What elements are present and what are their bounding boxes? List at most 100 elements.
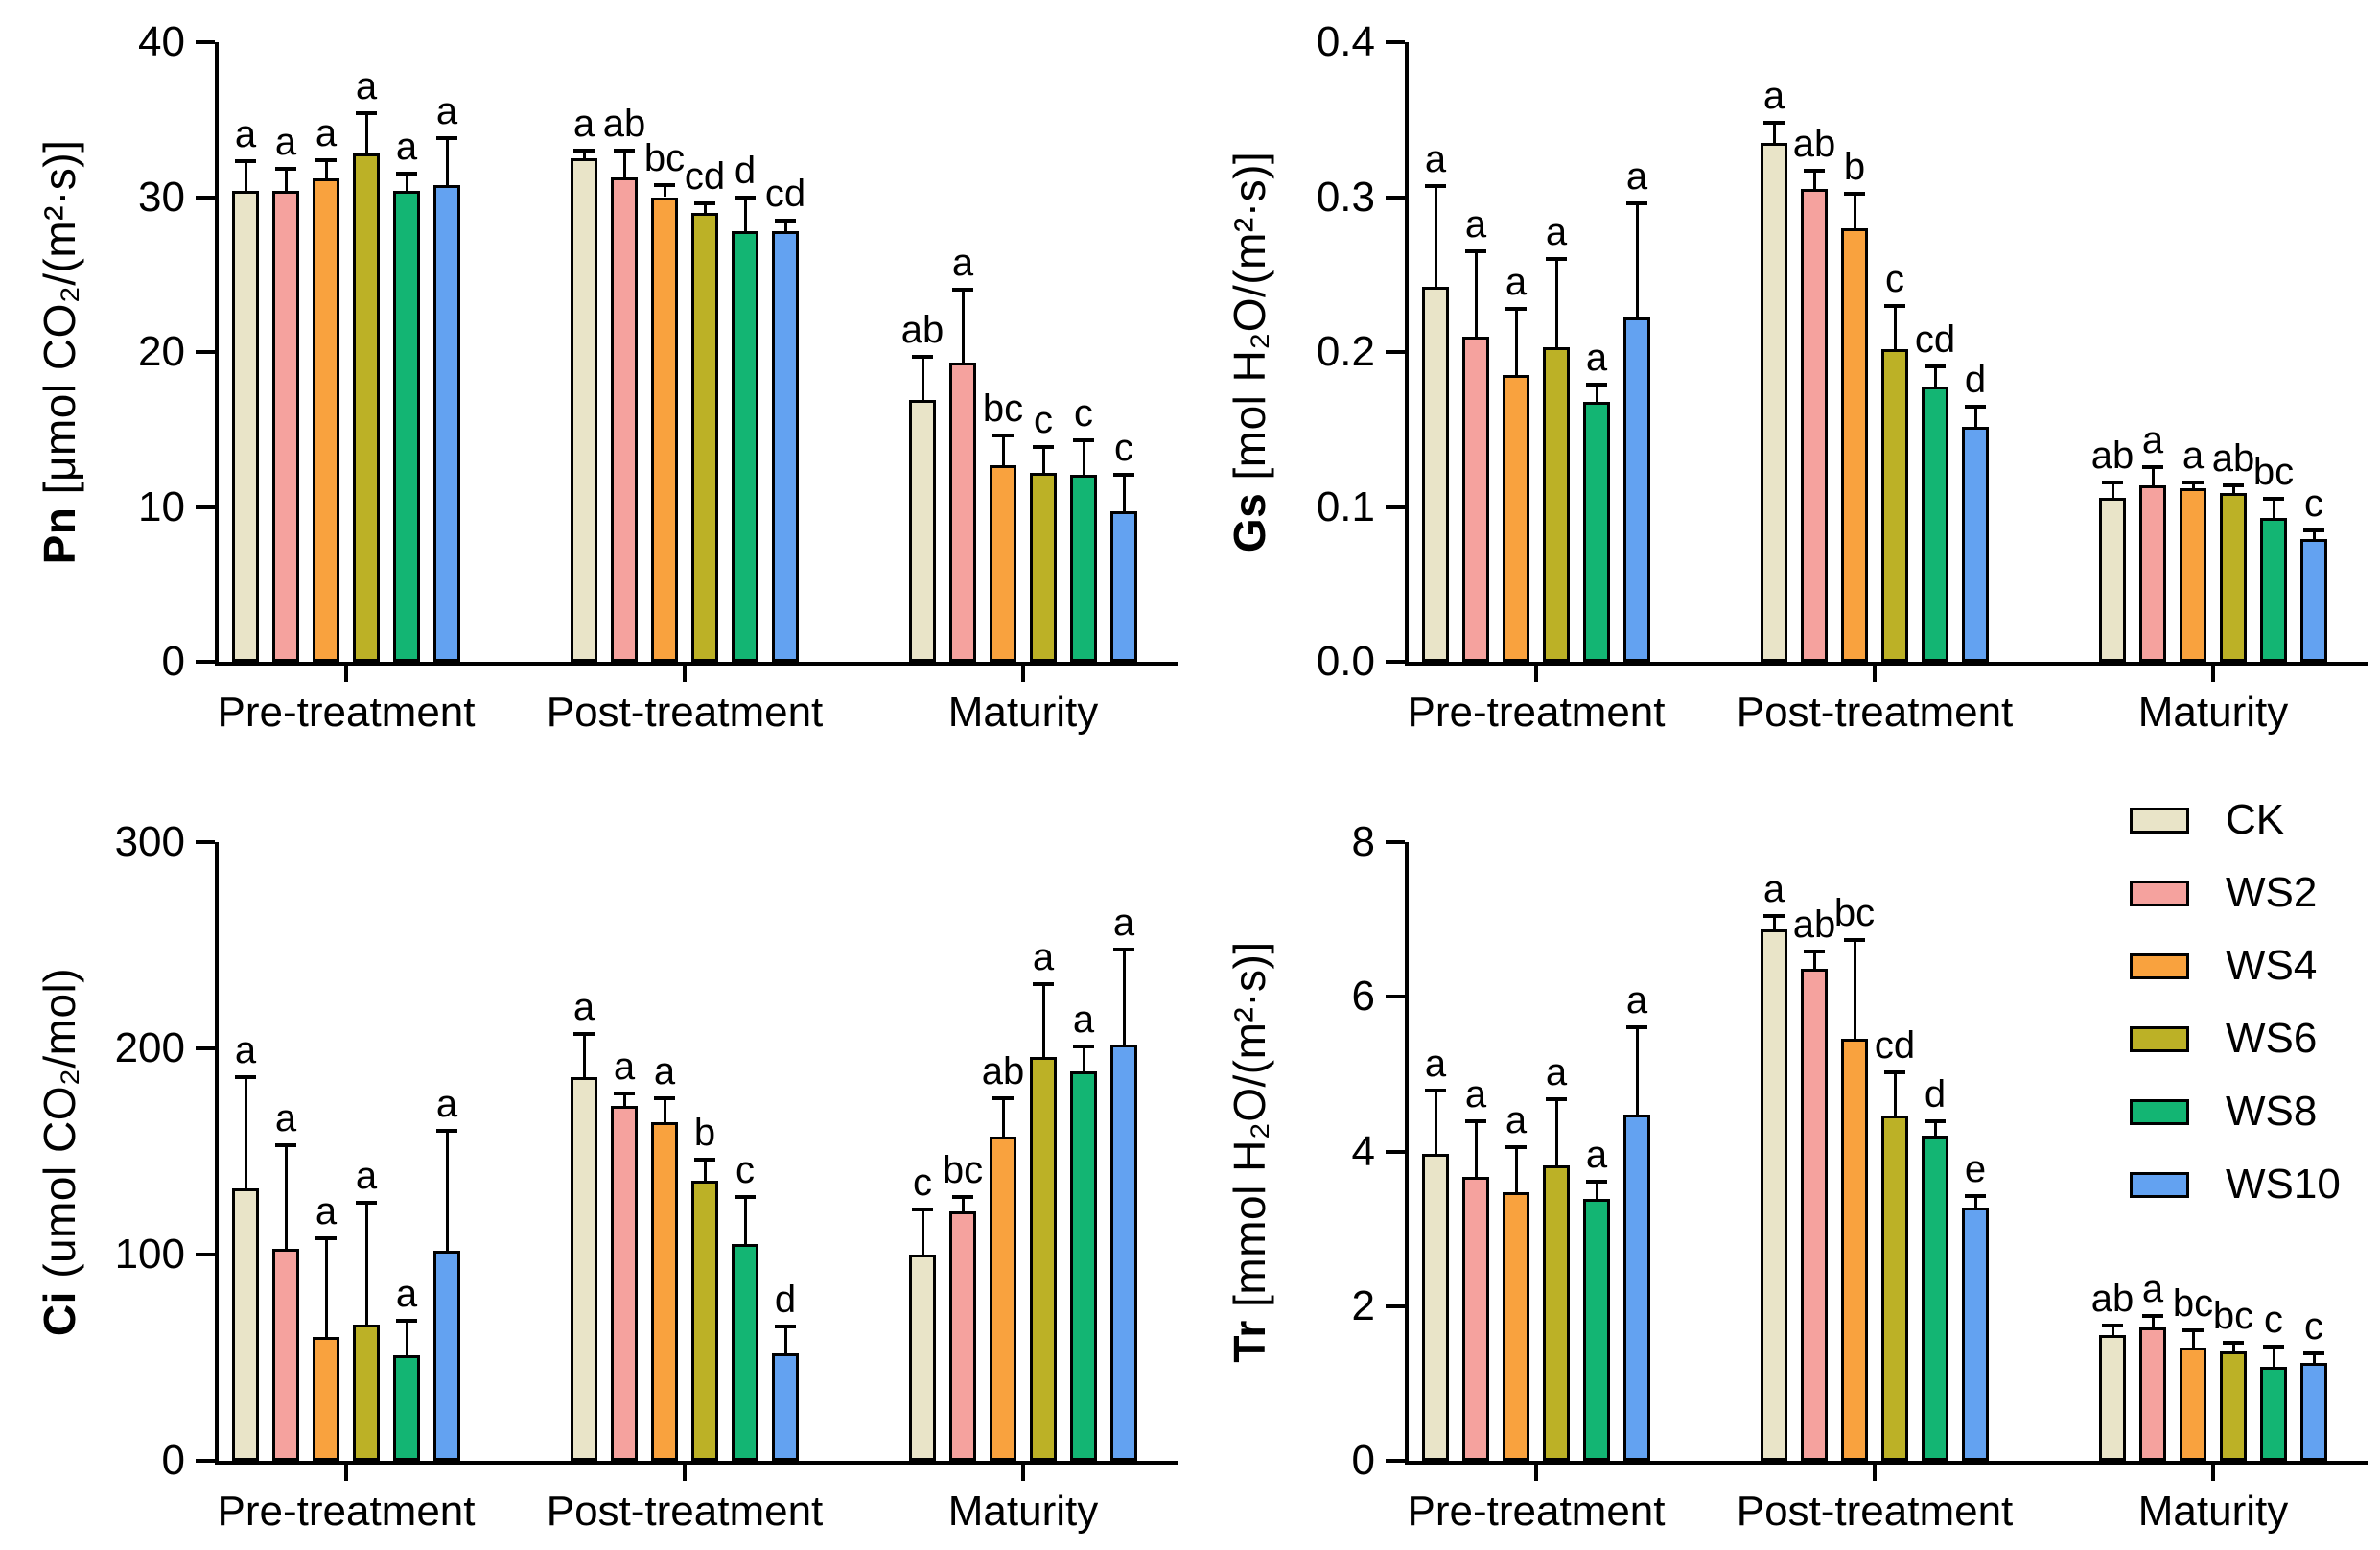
bar-tr-maturity-ws2 (2139, 1327, 2166, 1461)
sig-letter: a (572, 103, 595, 146)
chart-gs: Gs [mol H₂O/(m²·s)] 0.0 0.1 0.2 0.3 0.4 Pre-tr… (1190, 0, 2380, 775)
error-bar-line (1514, 308, 1518, 376)
error-bar-line (1973, 406, 1977, 427)
error-bar-line (783, 220, 787, 232)
error-bar-cap (1804, 169, 1825, 174)
x-tick-mark (1534, 1465, 1538, 1481)
sig-letter: a (355, 65, 378, 108)
error-bar-line (2272, 499, 2275, 518)
sig-letter: a (274, 1097, 297, 1140)
chart-ci: Ci (umol CO₂/mol) 0 100 200 300 Pre-treatment… (0, 775, 1190, 1550)
sig-letter: a (395, 1272, 418, 1315)
error-bar-line (1893, 1072, 1897, 1116)
error-bar-line (1635, 1026, 1639, 1115)
error-bar-line (445, 1131, 449, 1251)
sig-letter: a (1625, 154, 1648, 198)
bar-gs-maturity-ws8 (2260, 517, 2287, 662)
y-tick-label: 300 (114, 818, 185, 865)
y-tick-label: 6 (1351, 973, 1375, 1021)
sig-letter: a (274, 121, 297, 164)
error-bar-line (743, 197, 747, 232)
error-bar-line (1933, 1121, 1937, 1137)
error-bar-cap (1546, 257, 1567, 262)
legend-swatch-ws10 (2130, 1172, 2189, 1198)
x-tick-mark (1873, 666, 1877, 682)
error-bar-line (2312, 529, 2316, 540)
legend-item-ws10: WS10 (2130, 1163, 2369, 1206)
error-bar-cap (1844, 192, 1865, 197)
legend-label: WS8 (2226, 1088, 2318, 1135)
bar-tr-pre-treatment-ws2 (1462, 1177, 1489, 1461)
error-bar-cap (614, 149, 635, 153)
bar-tr-post-treatment-ws4 (1841, 1038, 1868, 1461)
sig-letter: cd (1914, 317, 1956, 361)
y-tick-mark (1386, 195, 1405, 200)
sig-letter: a (2141, 1268, 2164, 1311)
error-bar-line (2151, 466, 2155, 485)
bar-tr-maturity-ck (2099, 1335, 2126, 1461)
legend-swatch-ws2 (2130, 881, 2189, 906)
x-axis-line (215, 1461, 1178, 1465)
bar-tr-maturity-ws6 (2220, 1350, 2247, 1461)
error-bar-cap (1505, 1145, 1527, 1150)
bar-ci-post-treatment-ws8 (732, 1244, 758, 1461)
sig-letter: b (1843, 146, 1866, 189)
error-bar-line (1041, 446, 1045, 473)
sig-letter: a (315, 111, 338, 154)
error-bar-line (703, 202, 707, 213)
error-bar-cap (235, 1075, 256, 1080)
bar-pn-maturity-ws8 (1070, 474, 1097, 662)
error-bar-line (921, 1209, 924, 1255)
x-tick-mark (683, 1465, 687, 1481)
y-axis-label-bold: Ci (35, 1290, 84, 1336)
error-bar-line (1554, 1098, 1558, 1165)
bar-gs-maturity-ws10 (2300, 539, 2327, 662)
bar-pn-maturity-ws4 (990, 464, 1016, 662)
bar-ci-post-treatment-ws6 (691, 1180, 718, 1461)
error-bar-cap (2223, 482, 2244, 487)
sig-letter: a (1424, 138, 1447, 181)
x-tick-mark (1021, 1465, 1025, 1481)
sig-letter: bc (643, 136, 686, 179)
y-tick-label: 8 (1351, 818, 1375, 865)
error-bar-cap (1586, 382, 1607, 387)
legend-swatch-ws6 (2130, 1026, 2189, 1052)
bar-ci-pre-treatment-ws6 (353, 1325, 380, 1461)
error-bar-cap (952, 1194, 973, 1199)
bar-tr-post-treatment-ws8 (1922, 1136, 1948, 1461)
error-bar-line (1041, 984, 1045, 1057)
y-tick-label: 0.3 (1316, 173, 1375, 221)
y-tick-label: 0.4 (1316, 18, 1375, 65)
x-tick-mark (1534, 666, 1538, 682)
sig-letter: d (734, 149, 757, 192)
bar-ci-maturity-ws2 (949, 1210, 976, 1461)
bar-tr-post-treatment-ck (1761, 929, 1787, 1461)
y-tick-mark (196, 195, 215, 200)
sig-letter: a (653, 1049, 676, 1092)
bar-ci-pre-treatment-ws8 (393, 1355, 420, 1461)
x-group-label: Pre-treatment (1407, 689, 1666, 736)
legend-swatch-ck (2130, 808, 2189, 834)
error-bar-line (1893, 305, 1897, 349)
x-group-label: Maturity (2137, 689, 2289, 736)
error-bar-cap (1844, 937, 1865, 942)
error-bar-line (2111, 1325, 2114, 1336)
sig-letter: ab (981, 1049, 1025, 1092)
sig-letter: a (1072, 998, 1095, 1041)
bar-gs-post-treatment-ck (1761, 142, 1787, 662)
sig-letter: cd (764, 172, 806, 215)
sig-letter: a (1505, 260, 1528, 303)
error-bar-line (1772, 122, 1776, 143)
y-tick-mark (1386, 1303, 1405, 1308)
bar-gs-pre-treatment-ws4 (1503, 375, 1529, 662)
error-bar-cap (2182, 1327, 2204, 1332)
error-bar-line (961, 1196, 965, 1211)
y-tick-label: 20 (138, 328, 185, 375)
error-bar-line (1635, 202, 1639, 318)
error-bar-cap (1925, 1119, 1946, 1124)
sig-letter: c (1114, 426, 1133, 469)
error-bar-cap (356, 111, 377, 116)
sig-letter: bc (2172, 1281, 2214, 1325)
bar-tr-post-treatment-ws10 (1962, 1207, 1989, 1461)
